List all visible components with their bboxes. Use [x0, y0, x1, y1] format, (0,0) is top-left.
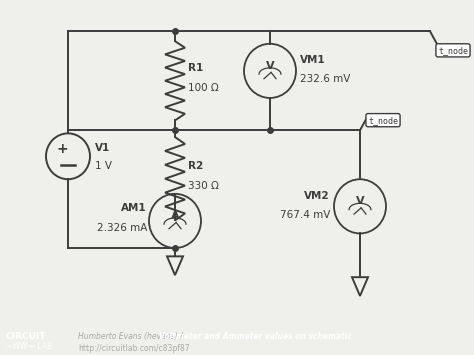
Text: A: A	[171, 211, 179, 221]
Text: ∼WW— LAB: ∼WW— LAB	[6, 342, 52, 351]
Text: VM2: VM2	[304, 191, 330, 201]
Text: +: +	[56, 142, 68, 156]
Text: 767.4 mV: 767.4 mV	[280, 210, 330, 220]
Text: CIRCUIT: CIRCUIT	[6, 332, 46, 341]
Text: 232.6 mV: 232.6 mV	[300, 74, 350, 84]
Text: Humberto Evans (hevans) /: Humberto Evans (hevans) /	[78, 332, 185, 341]
Text: V1: V1	[95, 143, 110, 153]
Text: VM1: VM1	[300, 55, 326, 65]
Text: t_node: t_node	[368, 116, 398, 125]
Text: 2.326 mA: 2.326 mA	[97, 223, 147, 233]
Text: R1: R1	[188, 63, 203, 73]
Text: 100 Ω: 100 Ω	[188, 83, 219, 93]
Text: 330 Ω: 330 Ω	[188, 181, 219, 191]
Text: t_node: t_node	[438, 46, 468, 55]
Text: V: V	[266, 61, 274, 71]
Text: http://circuitlab.com/c83pf87: http://circuitlab.com/c83pf87	[78, 344, 190, 353]
Text: V: V	[356, 196, 365, 207]
Text: R2: R2	[188, 161, 203, 171]
Text: 1 V: 1 V	[95, 161, 112, 171]
Text: AM1: AM1	[121, 203, 147, 213]
Text: Voltmeter and Ammeter values on schematic: Voltmeter and Ammeter values on schemati…	[159, 332, 352, 341]
